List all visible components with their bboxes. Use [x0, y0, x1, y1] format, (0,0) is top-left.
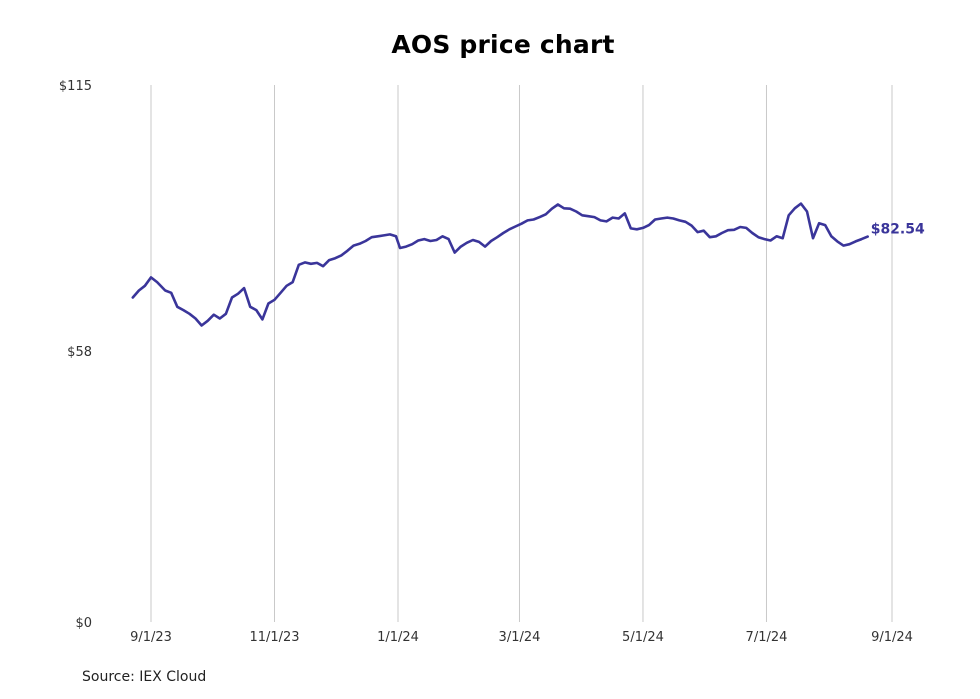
- axis-labels: 9/1/23 11/1/23 1/1/24 3/1/24 5/1/24 7/1/24 9/1…: [59, 79, 913, 645]
- source-label: Source: IEX Cloud: [82, 669, 207, 685]
- last-price-label: $82.54: [871, 222, 925, 238]
- y-tick-label: $0: [75, 616, 92, 631]
- grid-lines: [150, 85, 893, 622]
- annotation-layer: $82.54: [871, 222, 925, 238]
- price-line: [131, 202, 869, 327]
- y-tick-label: $115: [59, 79, 92, 94]
- chart-title: AOS price chart: [391, 30, 615, 59]
- x-tick-label: 9/1/24: [871, 630, 913, 645]
- x-tick-label: 9/1/23: [130, 630, 172, 645]
- series-layer: [131, 202, 869, 327]
- x-tick-label: 11/1/23: [249, 630, 299, 645]
- x-tick-label: 1/1/24: [377, 630, 419, 645]
- x-tick-label: 5/1/24: [622, 630, 664, 645]
- x-tick-label: 7/1/24: [746, 630, 788, 645]
- y-tick-label: $58: [67, 345, 92, 360]
- x-tick-label: 3/1/24: [499, 630, 541, 645]
